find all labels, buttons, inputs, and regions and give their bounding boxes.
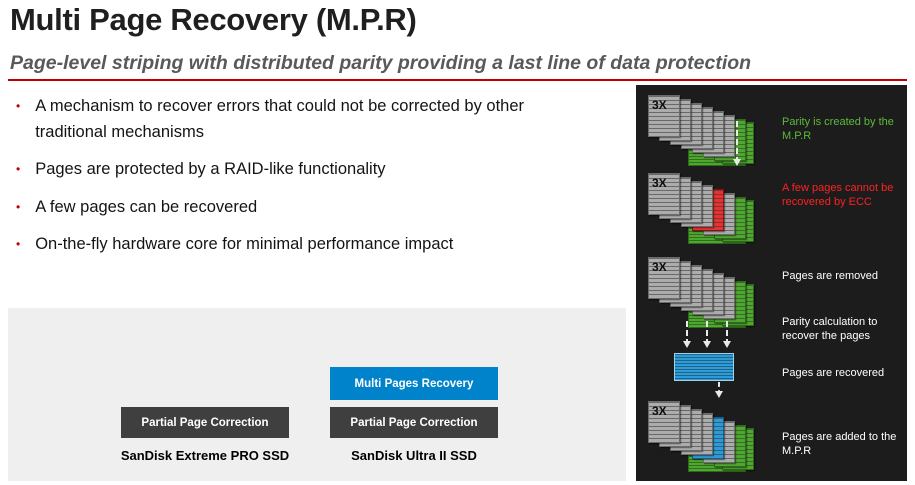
annotation-pages-recovered: Pages are recovered (782, 367, 885, 379)
feature-label: Multi Pages Recovery (354, 377, 474, 390)
bullet-text: On-the-fly hardware core for minimal per… (35, 235, 454, 254)
bullet-item: • A few pages can be recovered (16, 195, 561, 221)
page-stack-ecc-failure: 3X (648, 173, 758, 244)
annotation-pages-added: Pages are added to the M.P.R (782, 431, 897, 458)
bullet-text: Pages are protected by a RAID-like funct… (35, 160, 386, 179)
page-icon: 3X (648, 401, 680, 443)
dashed-arrow-icon (683, 321, 691, 348)
stack-multiplier-label: 3X (652, 176, 667, 190)
feature-box-multi-pages-recovery: Multi Pages Recovery (330, 367, 498, 400)
annotation-ecc-failure: A few pages cannot be recovered by ECC (782, 182, 894, 209)
ssd-comparison-panel: Partial Page Correction SanDisk Extreme … (8, 308, 626, 481)
divider-line (8, 79, 907, 81)
feature-box-partial-page-correction-ultra-ii: Partial Page Correction (330, 407, 498, 438)
recovered-pages-block (674, 353, 734, 381)
bullet-text: A mechanism to recover errors that could… (35, 97, 525, 141)
slide-subtitle: Page-level striping with distributed par… (10, 52, 752, 74)
stack-multiplier-label: 3X (652, 98, 667, 112)
page-title: Multi Page Recovery (M.P.R) (10, 2, 417, 37)
bullet-item: • On-the-fly hardware core for minimal p… (16, 232, 561, 258)
mpr-diagram-panel: 3X 3X 3 (636, 85, 907, 481)
product-label-extreme-pro: SanDisk Extreme PRO SSD (120, 448, 290, 463)
annotation-pages-removed: Pages are removed (782, 270, 878, 282)
bullet-icon: • (16, 237, 21, 252)
bullet-icon: • (16, 162, 21, 177)
dashed-arrow-icon (715, 382, 723, 398)
page-stack-pages-removed: 3X (648, 257, 758, 328)
stack-multiplier-label: 3X (652, 404, 667, 418)
bullet-icon: • (16, 199, 21, 214)
stack-multiplier-label: 3X (652, 260, 667, 274)
dashed-arrow-icon (723, 321, 731, 348)
page-icon: 3X (648, 173, 680, 215)
dashed-arrow-icon (733, 121, 741, 166)
page-icon: 3X (648, 257, 680, 299)
bullet-item: • Pages are protected by a RAID-like fun… (16, 157, 561, 183)
page-stack-parity-created: 3X (648, 95, 758, 166)
feature-box-partial-page-correction-extreme-pro: Partial Page Correction (121, 407, 289, 438)
annotation-parity-calculation: Parity calculation to recover the pages (782, 316, 878, 343)
product-label-ultra-ii: SanDisk Ultra II SSD (351, 448, 477, 463)
page-stack-pages-added: 3X (648, 401, 758, 472)
bullet-text: A few pages can be recovered (35, 197, 258, 216)
dashed-arrow-icon (703, 321, 711, 348)
annotation-parity-created: Parity is created by the M.P.R (782, 116, 894, 143)
bullet-item: • A mechanism to recover errors that cou… (16, 94, 561, 145)
bullet-list: • A mechanism to recover errors that cou… (16, 94, 561, 270)
feature-label: Partial Page Correction (141, 416, 269, 429)
bullet-icon: • (16, 99, 21, 113)
feature-label: Partial Page Correction (350, 416, 478, 429)
page-icon: 3X (648, 95, 680, 137)
